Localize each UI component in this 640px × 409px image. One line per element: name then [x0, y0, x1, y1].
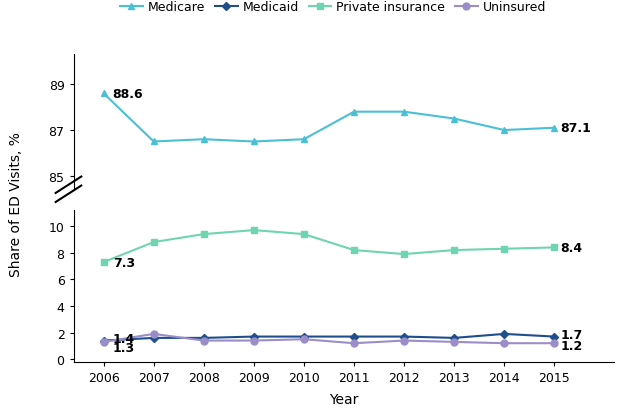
- Legend: Medicare, Medicaid, Private insurance, Uninsured: Medicare, Medicaid, Private insurance, U…: [115, 0, 551, 19]
- Text: 1.4: 1.4: [113, 332, 135, 345]
- Text: 1.2: 1.2: [560, 339, 582, 352]
- Text: 8.4: 8.4: [560, 241, 582, 254]
- Text: 88.6: 88.6: [113, 88, 143, 101]
- Text: 1.7: 1.7: [560, 328, 582, 341]
- Text: 7.3: 7.3: [113, 256, 135, 269]
- Text: 87.1: 87.1: [560, 122, 591, 135]
- Text: 1.3: 1.3: [113, 341, 135, 354]
- Text: Share of ED Visits, %: Share of ED Visits, %: [9, 132, 23, 277]
- Text: Year: Year: [330, 392, 358, 406]
